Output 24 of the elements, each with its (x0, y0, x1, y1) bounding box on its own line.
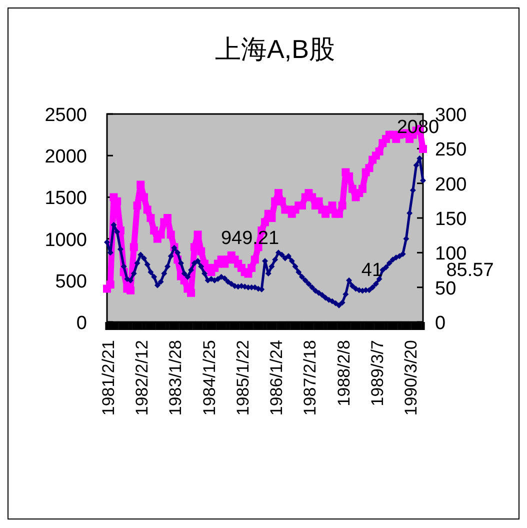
x-tick-label: 1981/2/21 (99, 340, 118, 416)
y2-tick-label: 0 (435, 313, 446, 334)
y2-tick-label: 150 (435, 209, 467, 230)
y2-tick-label: 250 (435, 140, 467, 161)
x-tick-label: 1984/1/25 (200, 340, 219, 416)
y-tick-label: 1000 (44, 230, 87, 251)
y2-tick-label: 200 (435, 174, 467, 196)
annotation: 41 (361, 260, 383, 281)
y-tick-label: 500 (55, 271, 87, 292)
y-tick-label: 0 (76, 313, 87, 334)
text: 85.57 (446, 260, 494, 281)
y2-tick-label: 50 (435, 278, 456, 300)
x-tick-label: 1986/1/24 (267, 340, 286, 416)
x-tick-label: 1987/2/18 (300, 340, 320, 416)
y-tick-label: 2500 (44, 105, 87, 126)
x-tick-label: 1990/3/20 (402, 340, 421, 416)
y-tick-label: 1500 (44, 188, 87, 210)
chart-title: 上海A,B股 (215, 34, 335, 64)
x-tick-label: 1985/1/22 (233, 340, 252, 416)
x-tick-label: 1989/3/7 (368, 340, 387, 406)
y-tick-label: 2000 (44, 146, 87, 168)
x-tick-label: 1988/2/8 (334, 340, 354, 406)
x-tick-label: 1983/1/28 (166, 340, 186, 416)
x-tick-label: 1982/2/12 (132, 340, 152, 416)
